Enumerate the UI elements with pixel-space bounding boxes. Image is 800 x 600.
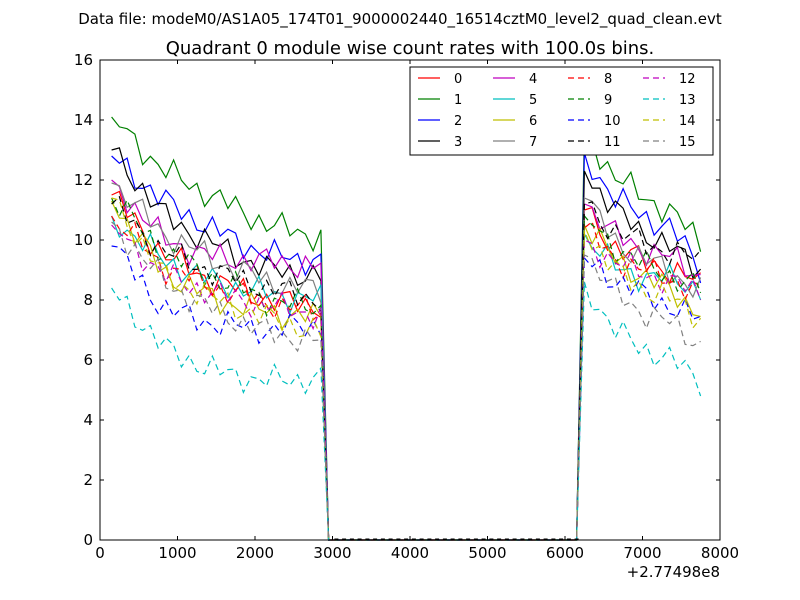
legend-label-13: 13 xyxy=(679,93,696,108)
legend-label-7: 7 xyxy=(529,135,537,150)
gap-point-29 xyxy=(559,538,564,540)
legend-label-14: 14 xyxy=(679,114,696,129)
x-offset-label: +2.77498e8 xyxy=(627,563,720,581)
gap-point-25 xyxy=(528,538,533,540)
legend-label-4: 4 xyxy=(529,72,537,87)
x-tick-label-6000: 6000 xyxy=(546,544,584,562)
legend-label-0: 0 xyxy=(454,72,462,87)
legend-label-10: 10 xyxy=(604,114,621,129)
gap-point-23 xyxy=(512,538,517,540)
x-tick-label-0: 0 xyxy=(95,544,105,562)
gap-point-21 xyxy=(497,538,502,540)
chart-title: Quadrant 0 module wise count rates with … xyxy=(166,38,655,59)
series-line-13 xyxy=(111,281,702,541)
x-tick-label-5000: 5000 xyxy=(468,544,506,562)
gap-point-17 xyxy=(466,538,471,540)
legend-label-9: 9 xyxy=(604,93,612,108)
gap-point-24 xyxy=(520,538,525,540)
y-tick-label-12: 12 xyxy=(74,171,93,189)
gap-point-3 xyxy=(357,538,362,540)
gap-point-5 xyxy=(373,538,378,540)
legend-label-6: 6 xyxy=(529,114,537,129)
series-line-9 xyxy=(111,197,702,541)
gap-point-10 xyxy=(411,538,416,540)
gap-point-18 xyxy=(473,538,478,540)
legend-label-1: 1 xyxy=(454,93,462,108)
gap-point-12 xyxy=(427,538,432,540)
legend-label-3: 3 xyxy=(454,135,462,150)
x-tick-label-2000: 2000 xyxy=(236,544,274,562)
legend-label-8: 8 xyxy=(604,72,612,87)
x-tick-label-3000: 3000 xyxy=(313,544,351,562)
x-tick-labels: 0 1000 2000 3000 4000 5000 6000 7000 8000 xyxy=(95,544,739,562)
series-line-12 xyxy=(111,224,702,541)
series-line-7 xyxy=(111,182,702,541)
y-tick-label-4: 4 xyxy=(83,411,93,429)
x-tick-label-8000: 8000 xyxy=(701,544,739,562)
series-line-15 xyxy=(111,221,701,541)
series-layer xyxy=(111,116,702,541)
gap-point-31 xyxy=(574,538,579,540)
chart-suptitle: Data file: modeM0/AS1A05_174T01_90000024… xyxy=(78,10,722,29)
series-line-6 xyxy=(111,200,701,541)
gap-point-0 xyxy=(334,538,339,540)
legend-label-11: 11 xyxy=(604,135,621,150)
gap-point-19 xyxy=(481,538,486,540)
series-line-11 xyxy=(111,195,702,541)
y-tick-label-8: 8 xyxy=(83,291,93,309)
x-tick-label-1000: 1000 xyxy=(158,544,196,562)
x-tick-label-7000: 7000 xyxy=(623,544,661,562)
series-line-1 xyxy=(111,116,702,541)
series-line-4 xyxy=(111,179,701,541)
gap-point-2 xyxy=(349,538,354,540)
y-tick-label-16: 16 xyxy=(74,51,93,69)
gap-point-14 xyxy=(442,538,447,540)
gap-point-28 xyxy=(551,538,556,540)
y-tick-label-6: 6 xyxy=(83,351,93,369)
x-tick-label-4000: 4000 xyxy=(391,544,429,562)
gap-point-6 xyxy=(380,538,385,540)
gap-point-4 xyxy=(365,538,370,540)
gap-point-8 xyxy=(396,538,401,540)
gap-point-27 xyxy=(543,538,548,540)
legend-label-15: 15 xyxy=(679,135,696,150)
gap-point-13 xyxy=(435,538,440,540)
series-line-2 xyxy=(111,152,702,541)
gap-point-7 xyxy=(388,538,393,540)
legend-label-2: 2 xyxy=(454,114,462,129)
gap-point-20 xyxy=(489,538,494,540)
series-line-8 xyxy=(111,215,701,541)
gap-point-16 xyxy=(458,538,463,540)
gap-point-22 xyxy=(504,538,509,540)
legend-label-5: 5 xyxy=(529,93,537,108)
series-line-10 xyxy=(111,245,701,541)
series-line-3 xyxy=(111,147,702,541)
gap-point-9 xyxy=(404,538,409,540)
y-tick-label-14: 14 xyxy=(74,111,93,129)
y-tick-label-0: 0 xyxy=(83,531,93,549)
gap-points-layer xyxy=(334,538,579,540)
legend-box xyxy=(409,66,714,156)
gap-point-26 xyxy=(535,538,540,540)
gap-point-30 xyxy=(566,538,571,540)
plot-frame xyxy=(99,59,721,541)
gap-point-1 xyxy=(342,538,347,540)
y-tick-label-2: 2 xyxy=(83,471,93,489)
series-line-14 xyxy=(111,197,702,541)
gap-point-15 xyxy=(450,538,455,540)
y-tick-labels: 0 2 4 6 8 10 12 14 16 xyxy=(74,51,93,549)
legend-label-12: 12 xyxy=(679,72,696,87)
y-tick-label-10: 10 xyxy=(74,231,93,249)
gap-point-11 xyxy=(419,538,424,540)
